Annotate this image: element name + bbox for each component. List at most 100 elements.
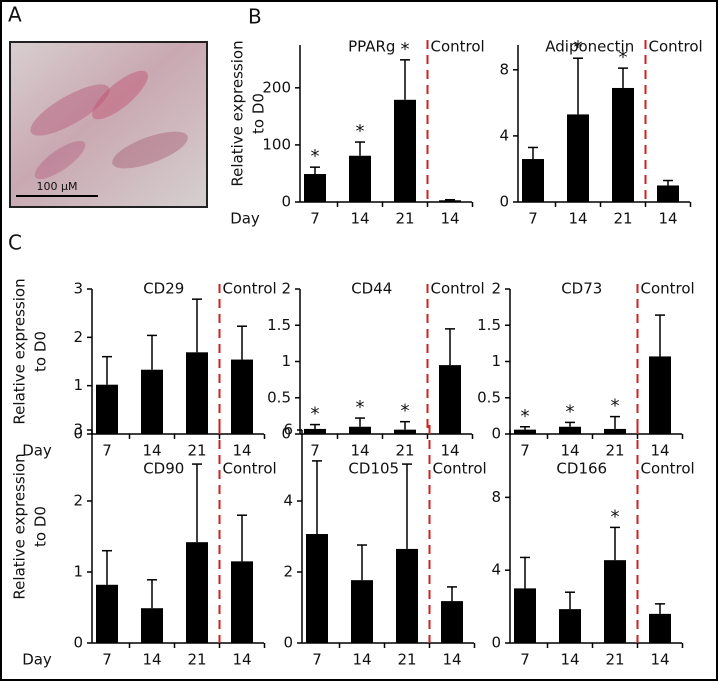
bar <box>522 159 544 202</box>
y-axis-label: Relative expression <box>229 40 247 186</box>
x-tick-label: 14 <box>560 442 579 460</box>
significance-mark: * <box>401 401 410 422</box>
y-tick-label: 0 <box>73 634 83 652</box>
x-tick-label: 21 <box>395 210 414 228</box>
x-tick-label: 7 <box>102 651 112 669</box>
cell <box>92 70 148 120</box>
y-tick-label: 1 <box>281 352 291 370</box>
y-tick-label: 100 <box>262 135 291 153</box>
y-tick-label: 0.5 <box>477 388 501 406</box>
panel-label: B <box>248 5 262 29</box>
y-tick-label: 0 <box>499 193 509 211</box>
bar <box>649 613 671 643</box>
y-tick-label: 0 <box>283 634 293 652</box>
y-axis-label: to D0 <box>250 93 268 134</box>
y-tick-label: 2 <box>283 563 293 581</box>
x-tick-label: 14 <box>440 210 459 228</box>
micrograph: 100 μM <box>9 41 208 208</box>
x-axis-label: Day <box>230 210 260 228</box>
y-tick-label: 4 <box>499 126 509 144</box>
bar <box>612 87 634 202</box>
chart-title: CD29 <box>143 280 184 298</box>
y-tick-label: 2 <box>491 280 501 298</box>
y-tick-label: 0 <box>73 425 83 443</box>
control-label: Control <box>431 38 485 56</box>
x-tick-label: 14 <box>350 210 369 228</box>
bar <box>657 185 679 202</box>
significance-mark: * <box>311 404 320 425</box>
y-tick-label: 1.5 <box>267 316 291 334</box>
control-label: Control <box>641 280 695 298</box>
x-tick-label: 7 <box>520 442 530 460</box>
x-tick-label: 14 <box>442 651 461 669</box>
x-tick-label: 14 <box>440 442 459 460</box>
x-tick-label: 14 <box>560 651 579 669</box>
bar <box>567 114 589 202</box>
x-tick-label: 21 <box>605 651 624 669</box>
x-tick-label: 21 <box>187 442 206 460</box>
x-tick-label: 14 <box>352 651 371 669</box>
x-tick-label: 7 <box>310 442 320 460</box>
bar <box>349 426 371 434</box>
x-tick-label: 14 <box>142 442 161 460</box>
y-tick-label: 1.5 <box>477 316 501 334</box>
chart-title: CD44 <box>351 280 392 298</box>
bar <box>349 155 371 202</box>
bar <box>304 174 326 202</box>
y-axis-label: Relative expression <box>11 278 29 424</box>
chart-title: PPARg <box>348 38 395 56</box>
chart-title: CD73 <box>561 280 602 298</box>
x-tick-label: 7 <box>520 651 530 669</box>
y-tick-label: 0.5 <box>267 388 291 406</box>
control-label: Control <box>433 460 487 478</box>
bar <box>559 426 581 434</box>
bar <box>514 588 536 643</box>
bar <box>186 352 208 434</box>
bar <box>351 580 373 643</box>
y-tick-label: 3 <box>73 421 83 439</box>
bar <box>604 428 626 434</box>
y-axis-label: to D0 <box>32 331 50 372</box>
control-label: Control <box>431 280 485 298</box>
bar <box>141 369 163 434</box>
x-tick-label: 7 <box>310 210 320 228</box>
y-tick-label: 0 <box>491 634 501 652</box>
y-tick-label: 1 <box>73 563 83 581</box>
x-tick-label: 21 <box>397 651 416 669</box>
bar <box>96 584 118 643</box>
bar <box>186 542 208 643</box>
bar <box>514 429 536 434</box>
x-tick-label: 14 <box>658 210 677 228</box>
cell <box>34 140 86 180</box>
x-tick-label: 14 <box>650 651 669 669</box>
bar <box>441 601 463 643</box>
y-axis-label: Relative expression <box>11 453 29 599</box>
control-label: Control <box>223 280 277 298</box>
x-tick-label: 14 <box>232 651 251 669</box>
y-tick-label: 2 <box>73 328 83 346</box>
y-tick-label: 4 <box>283 492 293 510</box>
significance-mark: * <box>401 39 410 60</box>
cell <box>112 131 188 169</box>
y-tick-label: 4 <box>491 561 501 579</box>
x-tick-label: 7 <box>528 210 538 228</box>
significance-mark: * <box>574 37 583 58</box>
y-tick-label: 1 <box>73 376 83 394</box>
control-label: Control <box>223 460 277 478</box>
significance-mark: * <box>356 397 365 418</box>
chart-title: Adiponectin <box>545 38 634 56</box>
x-tick-label: 14 <box>568 210 587 228</box>
cell <box>30 84 110 136</box>
panel-label: C <box>8 231 22 255</box>
significance-mark: * <box>566 401 575 422</box>
significance-mark: * <box>611 396 620 417</box>
y-tick-label: 0 <box>281 193 291 211</box>
panel-label: A <box>8 3 22 27</box>
bar <box>394 99 416 202</box>
bar <box>96 384 118 434</box>
x-axis-label: Day <box>22 442 52 460</box>
chart-title: CD105 <box>348 460 399 478</box>
chart-title: CD166 <box>556 460 607 478</box>
